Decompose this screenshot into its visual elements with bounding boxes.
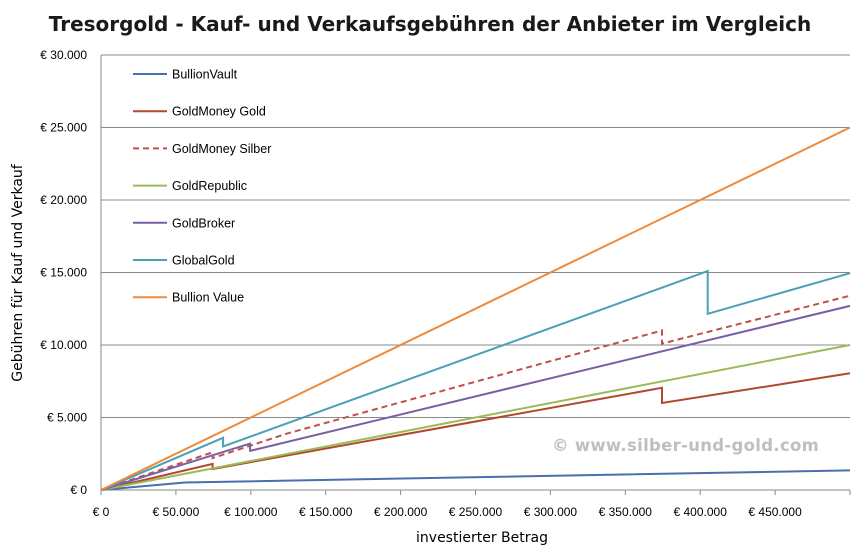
legend-label: GlobalGold (172, 254, 235, 268)
y-tick-label: € 5.000 (47, 411, 87, 425)
x-tick-label: € 250.000 (449, 505, 503, 519)
y-axis-title: Gebühren für Kauf und Verkauf (10, 163, 26, 382)
x-tick-label: € 100.000 (224, 505, 278, 519)
x-tick-label: € 400.000 (674, 505, 728, 519)
x-tick-label: € 200.000 (374, 505, 428, 519)
watermark: © www.silber-und-gold.com (552, 436, 820, 455)
y-tick-label: € 20.000 (40, 193, 87, 207)
y-axis-ticks: € 0 € 5.000 € 10.000 € 15.000 € 20.000 € 25.0… (40, 48, 87, 497)
legend: BullionVault GoldMoney Gold GoldMoney Silb… (133, 68, 271, 305)
legend-label: GoldRepublic (172, 179, 247, 193)
y-tick-label: € 15.000 (40, 266, 87, 280)
legend-label: GoldMoney Silber (172, 142, 271, 156)
series-line-globalgold (100, 269, 851, 491)
y-tick-label: € 30.000 (40, 48, 87, 62)
series-line-goldmoney-silber (100, 294, 851, 491)
y-tick-label: € 25.000 (40, 121, 87, 135)
x-tick-label: € 150.000 (299, 505, 353, 519)
legend-label: Bullion Value (172, 291, 244, 305)
x-tick-label: € 50.000 (153, 505, 200, 519)
series-line-bullionvault (100, 469, 851, 491)
series-line-goldmoney-gold (100, 372, 851, 491)
x-tick-label: € 0 (93, 505, 110, 519)
chart-title: Tresorgold - Kauf- und Verkaufsgebühren … (48, 12, 812, 36)
series-line-goldrepublic (100, 344, 851, 491)
series-line-goldbroker (100, 304, 851, 491)
x-tick-label: € 350.000 (599, 505, 653, 519)
series-lines (100, 126, 851, 491)
x-axis-ticks: € 0 € 50.000 € 100.000 € 150.000 € 200.000 € … (93, 490, 851, 519)
legend-label: GoldBroker (172, 216, 235, 230)
series-line-bullion-value (100, 126, 851, 491)
x-tick-label: € 450.000 (748, 505, 802, 519)
axes (100, 55, 850, 491)
legend-label: GoldMoney Gold (172, 105, 266, 119)
x-axis-title: investierter Betrag (416, 530, 548, 546)
y-tick-label: € 0 (70, 483, 87, 497)
gridlines (101, 54, 850, 418)
legend-label: BullionVault (172, 68, 238, 82)
x-tick-label: € 300.000 (524, 505, 578, 519)
y-tick-label: € 10.000 (40, 338, 87, 352)
